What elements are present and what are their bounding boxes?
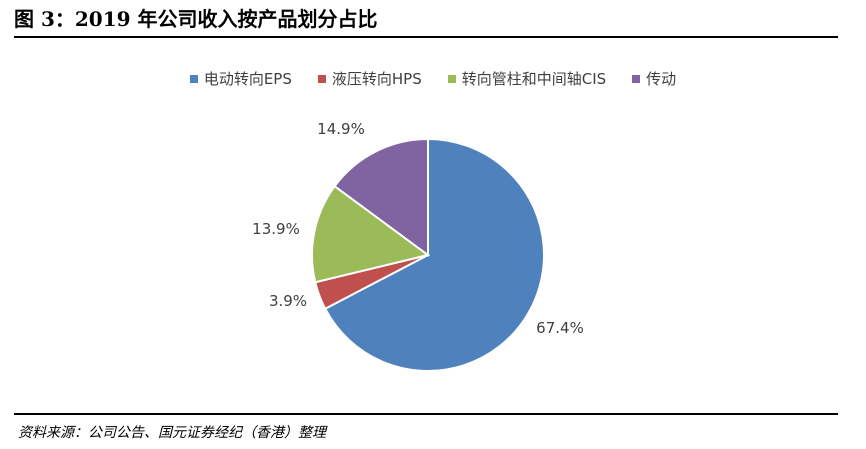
pie-slice-transmission (333, 137, 429, 257)
legend-item-eps: 电动转向EPS (189, 68, 292, 89)
legend-swatch-cis (447, 74, 456, 83)
legend-label-cis: 转向管柱和中间轴CIS (461, 70, 607, 88)
legend-item-cis: 转向管柱和中间轴CIS (447, 68, 607, 89)
legend-swatch-transmission (632, 74, 641, 83)
legend-item-hps: 液压转向HPS (317, 68, 422, 89)
pie-slice-cis (311, 184, 431, 284)
legend-item-transmission: 传动 (632, 68, 676, 89)
legend-swatch-hps (317, 74, 326, 83)
chart-legend: 电动转向EPS 液压转向HPS 转向管柱和中间轴CIS 传动 (0, 68, 866, 89)
legend-label-eps: 电动转向EPS (203, 70, 292, 88)
legend-swatch-eps (189, 74, 198, 83)
data-label-eps: 67.4% (536, 319, 584, 337)
data-label-hps: 3.9% (269, 292, 307, 310)
source-rule (14, 413, 838, 415)
data-label-cis: 13.9% (252, 220, 300, 238)
legend-label-hps: 液压转向HPS (331, 70, 422, 88)
source-note: 资料来源：公司公告、国元证券经纪（香港）整理 (18, 425, 326, 441)
legend-label-transmission: 传动 (646, 70, 677, 88)
pie-slice-eps (323, 137, 545, 372)
data-label-transmission: 14.9% (317, 120, 365, 138)
figure-title: 图 3：2019 年公司收入按产品划分占比 (14, 7, 378, 31)
title-rule (14, 36, 838, 38)
